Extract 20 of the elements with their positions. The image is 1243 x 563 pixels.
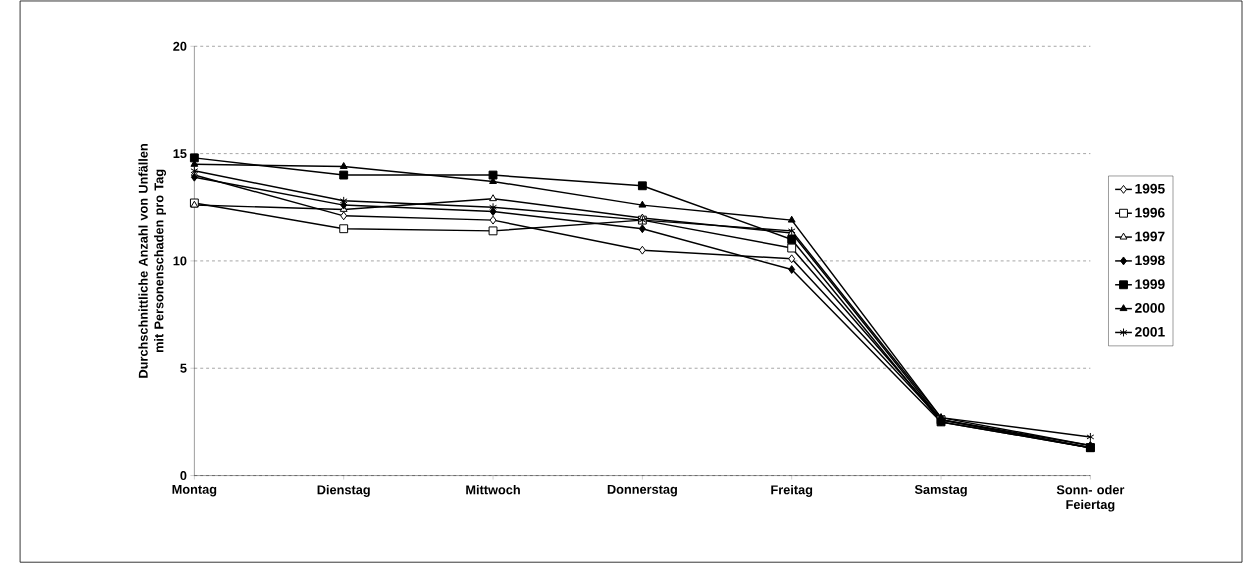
x-tick-label: Samstag xyxy=(914,484,967,497)
y-tick-label: 10 xyxy=(173,256,187,266)
x-tick-label: Montag xyxy=(172,484,217,497)
y-tick-label: 15 xyxy=(173,149,187,158)
legend-label: 2000 xyxy=(1135,302,1165,313)
legend-label: 1997 xyxy=(1135,231,1165,242)
x-tick-label: Donnerstag xyxy=(607,484,677,497)
x-tick-label: Dienstag xyxy=(317,484,370,497)
y-tick-label: 0 xyxy=(180,470,187,480)
y-tick-label: 20 xyxy=(173,41,187,51)
legend-label: 2001 xyxy=(1135,326,1165,337)
legend-label: 1996 xyxy=(1135,207,1165,218)
x-tick-label: Freitag xyxy=(771,484,813,497)
legend-label: 1998 xyxy=(1135,255,1165,266)
y-axis-title: Durchschnittliche Anzahl von Unfällen mit Personenschaden pro Tag xyxy=(138,144,167,378)
legend-label: 1999 xyxy=(1135,279,1165,289)
y-tick-label: 5 xyxy=(180,363,187,373)
x-tick-label: Sonn- oder Feiertag xyxy=(1056,484,1125,512)
legend-label: 1995 xyxy=(1135,183,1165,194)
x-tick-label: Mittwoch xyxy=(466,484,520,495)
